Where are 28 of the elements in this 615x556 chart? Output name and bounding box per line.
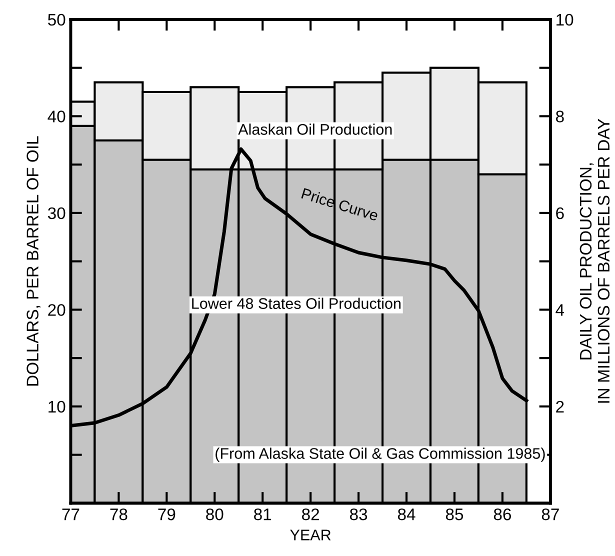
x-tick-label: 82 xyxy=(302,508,320,520)
annotation: (From Alaska State Oil & Gas Commission 1985) xyxy=(216,448,545,462)
x-tick-label: 81 xyxy=(254,508,272,520)
x-tick-label: 77 xyxy=(62,508,80,520)
x-tick-label: 80 xyxy=(206,508,224,520)
x-tick-label: 78 xyxy=(110,508,128,520)
x-axis-title: YEAR xyxy=(290,530,331,540)
text: Price Curve xyxy=(301,188,379,222)
y-tick-label: 10 xyxy=(48,400,66,413)
x-tick-label: 86 xyxy=(494,508,511,520)
x-tick-label: 79 xyxy=(158,508,176,520)
x-tick-label: 83 xyxy=(350,508,368,520)
x-tick-label: 84 xyxy=(398,508,416,520)
x-tick-label: 87 xyxy=(542,508,559,520)
y-tick-label: 20 xyxy=(48,304,66,316)
y-tick-label: 40 xyxy=(48,110,66,122)
y2-tick-label: 10 xyxy=(556,14,574,26)
y2-tick-label: 6 xyxy=(556,207,564,220)
y2-tick-label: 2 xyxy=(556,400,564,412)
y-tick-label: 50 xyxy=(48,14,66,26)
y-axis-title: DOLLARS, PER BARREL OF OIL xyxy=(26,136,40,386)
y2-axis-title: DAILY OIL PRODUCTION, IN MILLIONS OF BARRELS PER DAY xyxy=(580,118,610,403)
series-label: Alaskan Oil Production xyxy=(238,124,392,135)
y2-tick-label: 8 xyxy=(556,110,564,122)
y2-tick-label: 4 xyxy=(556,304,564,316)
series-label: Lower 48 States Oil Production xyxy=(192,298,400,309)
x-tick-label: 85 xyxy=(446,508,464,520)
y-tick-label: 30 xyxy=(48,207,66,220)
